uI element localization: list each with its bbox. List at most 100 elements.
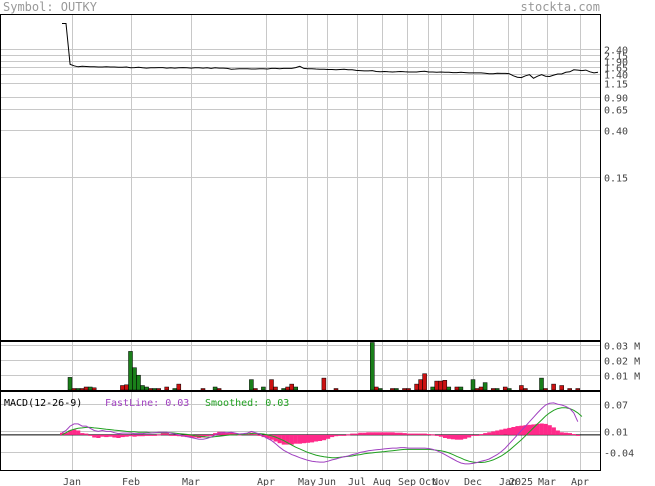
y-tick-label: 0.02 M: [604, 357, 640, 368]
macd-histogram-bar: [446, 434, 452, 439]
macd-histogram-bar: [362, 432, 367, 435]
macd-histogram-bar: [76, 430, 81, 435]
price-line: [62, 23, 599, 79]
macd-histogram-bar: [297, 434, 302, 444]
volume-bar: [434, 380, 439, 391]
macd-histogram-bar: [269, 434, 274, 440]
macd-histogram-bar: [156, 434, 161, 436]
macd-histogram-bar: [487, 432, 492, 435]
volume-bar: [87, 386, 93, 391]
macd-fast-label: FastLine: 0.03: [105, 398, 189, 409]
macd-histogram-bar: [358, 432, 363, 435]
volume-bar: [494, 388, 500, 391]
macd-histogram-bar: [499, 429, 504, 435]
macd-histogram-bar: [172, 434, 177, 436]
y-tick-label: 0.03 M: [604, 342, 640, 353]
volume-bar: [438, 380, 444, 391]
macd-histogram-bar: [281, 434, 286, 445]
x-tick-label: Apr: [257, 477, 275, 486]
x-tick-label: Apr: [571, 477, 589, 486]
macd-histogram-bar: [108, 434, 113, 437]
volume-bar: [370, 342, 375, 391]
macd-histogram-bar: [265, 434, 270, 439]
macd-histogram-bar: [124, 434, 129, 437]
macd-histogram-bar: [322, 434, 327, 441]
brand-label[interactable]: stockta.com: [520, 0, 600, 14]
macd-smoothed-label: Smoothed: 0.03: [205, 398, 289, 409]
volume-bar: [478, 386, 484, 391]
volume-bar: [67, 377, 73, 391]
volume-bar: [140, 385, 145, 391]
macd-histogram-bar: [531, 424, 536, 435]
volume-bar: [414, 383, 419, 391]
volume-bar: [200, 388, 206, 391]
macd-histogram-bar: [467, 434, 472, 438]
macd-histogram-bar: [575, 434, 580, 436]
x-tick-label: Jun: [318, 477, 336, 486]
volume-bar: [156, 388, 161, 391]
macd-histogram-bar: [366, 432, 371, 435]
volume-bar: [144, 386, 149, 391]
volume-bar: [422, 373, 427, 391]
x-tick-label: Mar: [182, 477, 200, 486]
volume-bar: [216, 388, 222, 391]
macd-histogram-bar: [511, 427, 516, 435]
y-tick-label: 0.07: [604, 401, 628, 412]
y-tick-label: 1.65: [604, 64, 628, 75]
macd-histogram-bar: [168, 434, 173, 436]
volume-bar: [273, 386, 278, 391]
macd-histogram-bar: [245, 434, 250, 435]
macd-histogram-bar: [213, 433, 218, 435]
macd-histogram-bar: [374, 432, 379, 435]
macd-histogram-bar: [382, 432, 387, 435]
volume-bar: [567, 388, 572, 391]
macd-histogram-bar: [539, 423, 544, 435]
macd-histogram-bar: [442, 434, 448, 438]
volume-bar: [261, 386, 266, 391]
volume-bar: [446, 386, 452, 391]
volume-bar: [321, 377, 327, 391]
macd-fast-line: [61, 402, 579, 465]
macd-histogram-bar: [209, 434, 214, 436]
y-tick-label: 2.15: [604, 52, 628, 63]
macd-histogram-bar: [233, 433, 238, 435]
x-tick-label: Mar: [538, 477, 556, 486]
volume-bar: [293, 386, 298, 391]
macd-histogram-bar: [326, 434, 331, 439]
volume-bar: [458, 386, 464, 391]
macd-histogram-bar: [92, 434, 97, 438]
volume-bar: [559, 385, 564, 391]
macd-histogram-bar: [221, 431, 226, 435]
macd-histogram-bar: [563, 432, 568, 435]
volume-bar: [148, 388, 153, 391]
macd-histogram-bar: [136, 434, 141, 437]
macd-histogram-bar: [386, 432, 391, 435]
macd-histogram-bar: [426, 434, 431, 435]
volume-bar: [430, 386, 435, 391]
volume-bar: [253, 388, 258, 391]
symbol-label: Symbol: OUTKY: [3, 0, 97, 14]
macd-histogram-bar: [132, 434, 137, 437]
macd-histogram-bar: [305, 434, 310, 443]
macd-histogram-bar: [370, 432, 375, 435]
volume-bar: [543, 388, 548, 391]
volume-bar: [128, 351, 133, 391]
macd-histogram-bar: [301, 434, 306, 444]
macd-histogram-bar: [225, 432, 230, 435]
macd-histogram-bar: [414, 433, 419, 435]
macd-histogram-bar: [354, 433, 359, 435]
macd-histogram-bar: [176, 434, 182, 437]
x-tick-label: Feb: [122, 477, 140, 486]
volume-bar: [79, 388, 85, 391]
volume-bar: [120, 385, 125, 391]
macd-histogram-bar: [378, 432, 383, 435]
volume-bar: [502, 386, 508, 391]
volume-bar: [333, 388, 339, 391]
macd-histogram-bar: [507, 427, 512, 435]
macd-histogram-bar: [104, 434, 109, 438]
macd-histogram-bar: [406, 433, 411, 435]
volume-bar: [285, 386, 290, 391]
volume-bar: [281, 388, 286, 391]
macd-histogram-bar: [398, 432, 403, 435]
macd-histogram-bar: [394, 432, 399, 435]
